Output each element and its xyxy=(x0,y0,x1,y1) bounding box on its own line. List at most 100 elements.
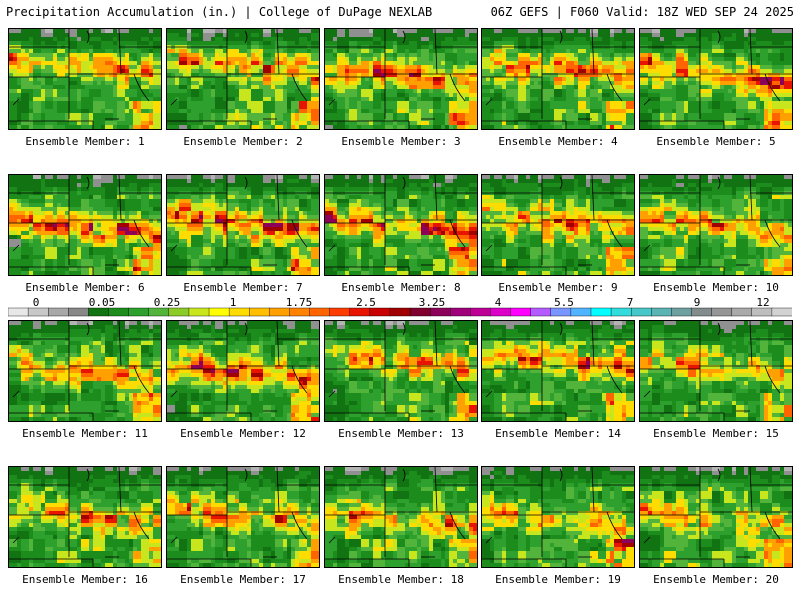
colorbar-swatch xyxy=(128,307,150,317)
ensemble-member-label: Ensemble Member: 2 xyxy=(183,135,303,148)
colorbar-swatch xyxy=(450,307,471,317)
colorbar-swatch xyxy=(389,307,411,317)
colorbar-swatch xyxy=(249,307,270,317)
colorbar-swatch xyxy=(68,307,89,317)
ensemble-member-map xyxy=(639,320,793,422)
map-title: Precipitation Accumulation (in.) | Colle… xyxy=(6,5,433,19)
colorbar-swatch xyxy=(409,307,431,317)
ensemble-member-map xyxy=(324,174,478,276)
colorbar-swatch xyxy=(530,307,552,317)
ensemble-member-label: Ensemble Member: 14 xyxy=(495,427,621,440)
colorbar-swatch xyxy=(168,307,190,317)
ensemble-member-label: Ensemble Member: 20 xyxy=(653,573,779,586)
ensemble-member-label: Ensemble Member: 7 xyxy=(183,281,303,294)
colorbar-swatch xyxy=(691,307,713,317)
colorbar-swatch xyxy=(289,307,311,317)
ensemble-member-label: Ensemble Member: 12 xyxy=(180,427,306,440)
colorbar-swatch xyxy=(610,307,632,317)
precip-field xyxy=(482,29,634,129)
precip-colorbar xyxy=(8,307,792,317)
colorbar-swatch xyxy=(671,307,692,317)
precip-field xyxy=(9,321,161,421)
ensemble-member-map xyxy=(481,28,635,130)
precip-field xyxy=(640,29,792,129)
colorbar-swatch xyxy=(208,307,230,317)
ensemble-member-label: Ensemble Member: 11 xyxy=(22,427,148,440)
colorbar-swatch xyxy=(731,307,753,317)
colorbar-tick: 7 xyxy=(626,296,634,309)
colorbar-swatch xyxy=(48,307,69,317)
colorbar-swatch xyxy=(309,307,331,317)
colorbar-swatch xyxy=(429,307,451,317)
ensemble-member-label: Ensemble Member: 5 xyxy=(656,135,776,148)
ensemble-member-map xyxy=(639,466,793,568)
ensemble-member-label: Ensemble Member: 17 xyxy=(180,573,306,586)
ensemble-member-map xyxy=(8,320,162,422)
colorbar-tick: 3.25 xyxy=(418,296,446,309)
precip-field xyxy=(640,467,792,567)
precip-field xyxy=(482,175,634,275)
colorbar-tick: 4 xyxy=(494,296,502,309)
colorbar-swatch xyxy=(108,307,130,317)
ensemble-member-map xyxy=(324,320,478,422)
precip-field xyxy=(482,467,634,567)
colorbar-swatch xyxy=(651,307,672,317)
precip-field xyxy=(9,175,161,275)
precip-field xyxy=(167,175,319,275)
colorbar-swatch xyxy=(751,307,773,317)
colorbar-tick: 1.75 xyxy=(285,296,313,309)
colorbar-tick: 2.5 xyxy=(356,296,376,309)
ensemble-member-map xyxy=(639,174,793,276)
ensemble-member-label: Ensemble Member: 15 xyxy=(653,427,779,440)
precip-field xyxy=(325,321,477,421)
colorbar-swatch xyxy=(148,307,170,317)
precip-field xyxy=(640,321,792,421)
ensemble-member-label: Ensemble Member: 10 xyxy=(653,281,779,294)
colorbar-tick: 0 xyxy=(32,296,40,309)
ensemble-member-label: Ensemble Member: 16 xyxy=(22,573,148,586)
ensemble-member-map xyxy=(166,466,320,568)
colorbar-swatch xyxy=(590,307,612,317)
ensemble-member-label: Ensemble Member: 4 xyxy=(498,135,618,148)
precip-field xyxy=(325,175,477,275)
colorbar-swatch xyxy=(630,307,652,317)
model-run-info: 06Z GEFS | F060 Valid: 18Z WED SEP 24 20… xyxy=(490,5,794,19)
ensemble-member-label: Ensemble Member: 6 xyxy=(25,281,145,294)
precip-field xyxy=(167,321,319,421)
colorbar-tick: 9 xyxy=(693,296,701,309)
colorbar-swatch xyxy=(570,307,592,317)
precip-field xyxy=(482,321,634,421)
colorbar-swatch xyxy=(510,307,532,317)
ensemble-member-map xyxy=(8,466,162,568)
ensemble-member-label: Ensemble Member: 1 xyxy=(25,135,145,148)
colorbar-swatch xyxy=(470,307,491,317)
ensemble-member-map xyxy=(481,466,635,568)
ensemble-member-map xyxy=(8,174,162,276)
ensemble-member-label: Ensemble Member: 8 xyxy=(341,281,461,294)
colorbar-tick: 1 xyxy=(229,296,237,309)
precip-field xyxy=(9,29,161,129)
colorbar-swatch xyxy=(329,307,351,317)
colorbar-swatch xyxy=(88,307,110,317)
ensemble-member-map xyxy=(324,28,478,130)
colorbar-swatch xyxy=(711,307,733,317)
ensemble-member-label: Ensemble Member: 3 xyxy=(341,135,461,148)
colorbar-swatch xyxy=(269,307,290,317)
ensemble-member-label: Ensemble Member: 9 xyxy=(498,281,618,294)
colorbar-swatch xyxy=(369,307,391,317)
colorbar-swatch xyxy=(349,307,371,317)
colorbar-tick: 0.25 xyxy=(153,296,181,309)
precip-field xyxy=(167,467,319,567)
colorbar-swatch xyxy=(490,307,512,317)
colorbar-swatch xyxy=(27,307,49,317)
precip-field xyxy=(325,467,477,567)
colorbar-tick: 0.05 xyxy=(88,296,116,309)
colorbar-tick: 12 xyxy=(756,296,770,309)
ensemble-member-map xyxy=(166,28,320,130)
precip-field xyxy=(9,467,161,567)
colorbar-swatch xyxy=(8,307,29,317)
colorbar-tick: 5.5 xyxy=(554,296,574,309)
ensemble-member-label: Ensemble Member: 13 xyxy=(338,427,464,440)
ensemble-member-map xyxy=(639,28,793,130)
ensemble-member-label: Ensemble Member: 18 xyxy=(338,573,464,586)
